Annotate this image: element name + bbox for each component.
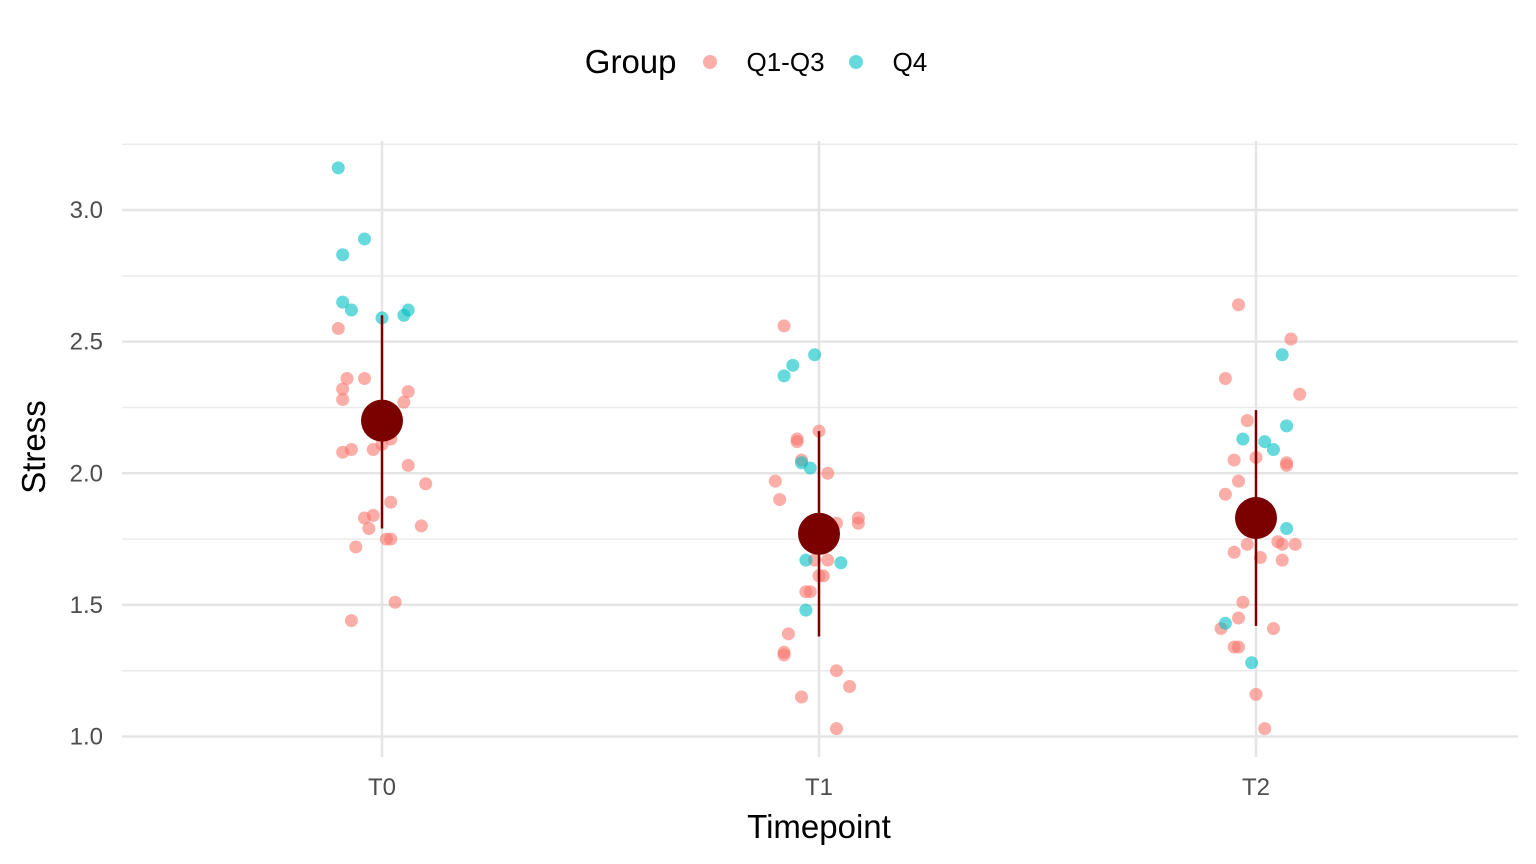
y-tick-labels: 1.0 1.5 2.0 2.5 3.0	[70, 197, 103, 751]
point-q1-q3	[388, 595, 402, 609]
legend-item-q4: Q4	[848, 46, 928, 78]
point-q1-q3	[768, 474, 782, 488]
point-q1-q3	[397, 395, 411, 409]
point-q1-q3	[1227, 453, 1241, 467]
mean-point	[1235, 497, 1277, 540]
point-q1-q3	[773, 493, 787, 507]
point-q1-q3	[1240, 414, 1254, 428]
point-q4	[803, 461, 817, 475]
point-q1-q3	[384, 532, 398, 546]
point-q1-q3	[336, 382, 350, 396]
point-q1-q3	[1249, 687, 1263, 701]
point-q1-q3	[843, 679, 857, 693]
summary-layer	[361, 315, 1277, 637]
x-tick-label: T2	[1242, 774, 1270, 801]
point-q4	[834, 556, 848, 570]
point-q1-q3	[1218, 487, 1232, 501]
point-q1-q3	[1232, 474, 1246, 488]
point-q1-q3	[1266, 622, 1280, 636]
x-axis-title: Timepoint	[747, 808, 891, 845]
point-q4	[1280, 522, 1294, 536]
point-q1-q3	[340, 371, 354, 385]
point-q1-q3	[1275, 537, 1289, 551]
y-tick-label: 2.0	[70, 460, 103, 487]
point-q1-q3	[1218, 371, 1232, 385]
point-q1-q3	[821, 466, 835, 480]
mean-point	[361, 399, 403, 442]
point-q1-q3	[790, 435, 804, 449]
data-points	[331, 161, 1307, 736]
y-axis-title: Stress	[15, 400, 52, 494]
point-q1-q3	[358, 371, 372, 385]
point-q1-q3	[331, 321, 345, 335]
point-q1-q3	[1284, 332, 1298, 346]
y-tick-label: 1.5	[70, 592, 103, 619]
point-q1-q3	[366, 508, 380, 522]
point-q4	[1236, 432, 1250, 446]
point-q4	[777, 369, 791, 383]
y-tick-label: 3.0	[70, 197, 103, 224]
point-q1-q3	[1232, 298, 1246, 312]
point-q4	[336, 295, 350, 309]
point-q1-q3	[1280, 456, 1294, 470]
point-q1-q3	[1293, 387, 1307, 401]
point-q4	[397, 308, 411, 322]
legend-label-q1-q3: Q1-Q3	[746, 46, 825, 77]
point-q4	[331, 161, 345, 175]
x-tick-labels: T0 T1 T2	[368, 774, 1270, 801]
point-q1-q3	[1236, 595, 1250, 609]
point-q1-q3	[384, 495, 398, 509]
point-q4	[1275, 348, 1289, 362]
point-q1-q3	[821, 553, 835, 567]
point-q1-q3	[803, 585, 817, 599]
point-q1-q3	[344, 443, 358, 457]
point-q1-q3	[1227, 545, 1241, 559]
point-q1-q3	[344, 614, 358, 628]
point-q1-q3	[349, 540, 363, 554]
point-q1-q3	[414, 519, 428, 533]
point-q1-q3	[795, 690, 809, 704]
point-q1-q3	[851, 516, 865, 530]
legend-item-q1-q3: Q1-Q3	[702, 46, 825, 78]
point-q4	[1258, 435, 1272, 449]
point-q1-q3	[1232, 611, 1246, 625]
point-q1-q3	[336, 393, 350, 407]
legend-key-q4	[848, 55, 863, 69]
point-q1-q3	[1288, 537, 1302, 551]
point-q1-q3	[1275, 553, 1289, 567]
legend: Group Q1-Q3 Q4	[0, 38, 1536, 86]
point-q4	[799, 553, 813, 567]
point-q1-q3	[1232, 640, 1246, 654]
point-q4	[336, 248, 350, 262]
point-q4	[1266, 443, 1280, 457]
point-q4	[1280, 419, 1294, 433]
point-q1-q3	[1258, 722, 1272, 736]
point-q4	[786, 358, 800, 372]
point-q1-q3	[401, 385, 415, 399]
point-q4	[808, 348, 822, 362]
legend-key-q1-q3	[702, 55, 717, 69]
point-q4	[358, 232, 372, 246]
y-tick-label: 2.5	[70, 329, 103, 356]
x-tick-label: T1	[805, 774, 833, 801]
y-tick-label: 1.0	[70, 724, 103, 751]
legend-title: Group	[584, 43, 677, 80]
point-q1-q3	[781, 627, 795, 641]
point-q4	[1245, 656, 1259, 670]
point-q1-q3	[362, 522, 376, 536]
point-q1-q3	[777, 648, 791, 662]
point-q1-q3	[777, 319, 791, 333]
point-q4	[1218, 616, 1232, 630]
point-q1-q3	[419, 477, 433, 491]
x-tick-label: T0	[368, 774, 396, 801]
point-q1-q3	[401, 458, 415, 472]
legend-label-q4: Q4	[892, 46, 928, 77]
mean-point	[798, 512, 840, 555]
point-q1-q3	[829, 664, 843, 678]
point-q1-q3	[1240, 537, 1254, 551]
point-q4	[344, 303, 358, 317]
point-q1-q3	[829, 722, 843, 736]
point-q4	[799, 603, 813, 617]
